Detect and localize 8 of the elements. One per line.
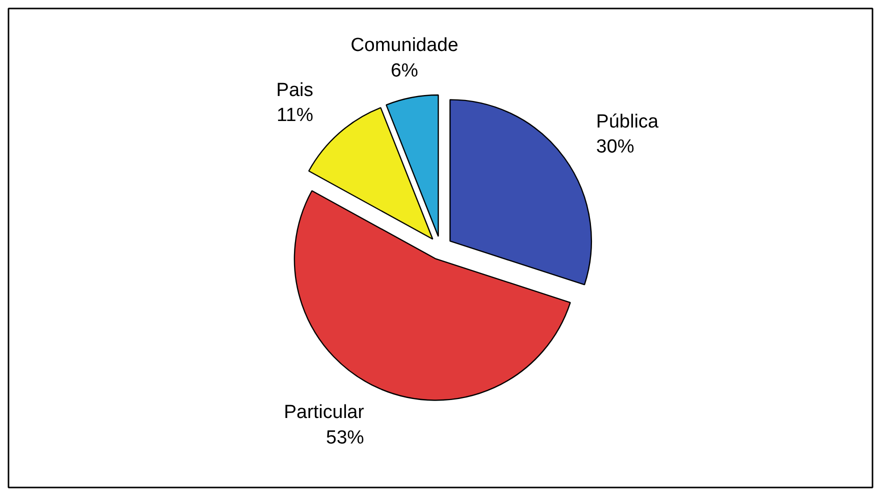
data-label: 30% xyxy=(596,136,634,158)
data-label: 6% xyxy=(390,60,418,82)
slice-label: Particular xyxy=(284,402,365,424)
slice-label: Pais xyxy=(276,80,314,102)
data-label: 11% xyxy=(276,105,314,126)
data-label: 53% xyxy=(326,427,364,448)
slice-label: Comunidade xyxy=(350,35,458,56)
slice-label: Pública xyxy=(596,111,659,132)
